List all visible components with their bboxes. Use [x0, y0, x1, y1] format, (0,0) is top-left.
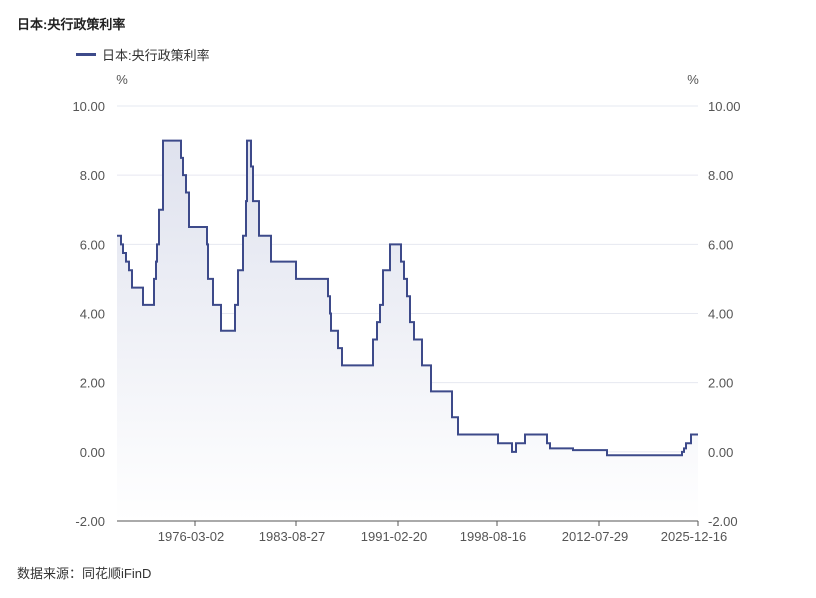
- series-area: [117, 140, 698, 522]
- y-tick-label-left: 8.00: [80, 168, 105, 183]
- y-tick-label-right: 2.00: [708, 376, 733, 391]
- data-source: 数据来源：同花顺iFinD: [17, 566, 152, 581]
- x-tick-label: 1991-02-20: [361, 529, 428, 544]
- y-tick-label-right: 6.00: [708, 237, 733, 252]
- y-tick-label-left: 0.00: [80, 445, 105, 460]
- legend-item[interactable]: 日本:央行政策利率: [76, 45, 210, 64]
- x-tick-label: 2012-07-29: [562, 529, 629, 544]
- y-tick-label-right: 0.00: [708, 445, 733, 460]
- legend-line-swatch: [76, 53, 96, 56]
- y-tick-label-right: 8.00: [708, 168, 733, 183]
- chart-title: 日本:央行政策利率: [17, 17, 126, 32]
- y-axis-unit-right: %: [687, 72, 699, 87]
- y-tick-label-left: 2.00: [80, 376, 105, 391]
- x-tick-label: 2025-12-16: [661, 529, 728, 544]
- x-tick-label: 1983-08-27: [259, 529, 326, 544]
- y-tick-label-right: 10.00: [708, 99, 741, 114]
- series-line: [117, 139, 698, 457]
- y-tick-label-left: 6.00: [80, 237, 105, 252]
- y-tick-label-right: 4.00: [708, 307, 733, 322]
- y-tick-label-right: -2.00: [708, 514, 738, 529]
- x-tick-label: 1998-08-16: [460, 529, 527, 544]
- y-axis-unit-left: %: [116, 72, 128, 87]
- x-tick-label: 1976-03-02: [158, 529, 225, 544]
- y-tick-label-left: -2.00: [75, 514, 105, 529]
- y-tick-label-left: 10.00: [72, 99, 105, 114]
- y-tick-label-left: 4.00: [80, 307, 105, 322]
- legend-label: 日本:央行政策利率: [102, 48, 210, 63]
